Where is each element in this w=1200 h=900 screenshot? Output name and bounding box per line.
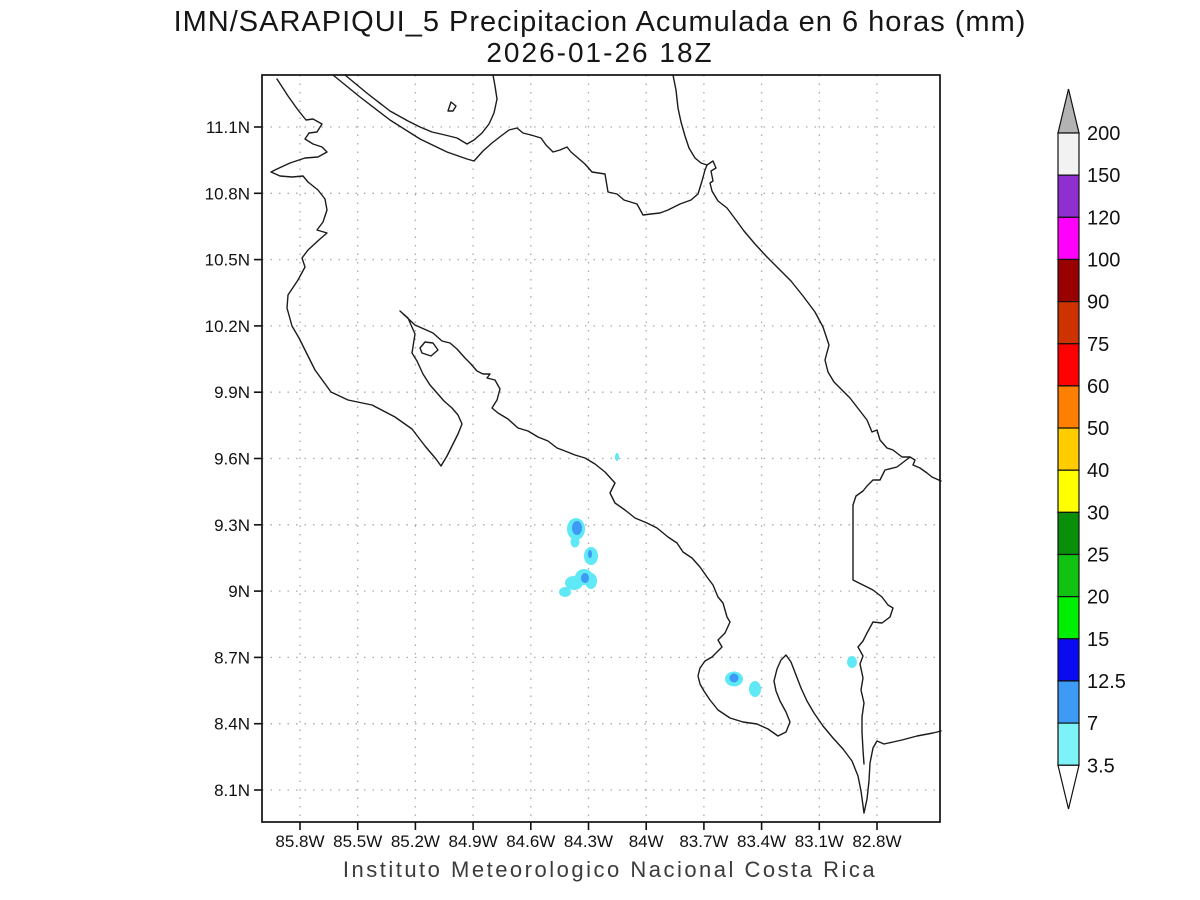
colorbar-tick-label: 30 xyxy=(1087,502,1109,524)
precip-cell-core xyxy=(581,573,589,583)
colorbar-tick-label: 3.5 xyxy=(1087,755,1115,777)
lon-tick-label: 84.6W xyxy=(506,832,555,851)
colorbar-tick-label: 150 xyxy=(1087,165,1120,187)
precip-cell xyxy=(570,536,580,548)
precip-cell xyxy=(749,681,761,697)
lon-tick-label: 84W xyxy=(629,832,664,851)
colorbar-segment xyxy=(1057,511,1080,556)
colorbar-tick-label: 50 xyxy=(1087,418,1109,440)
colorbar-segment xyxy=(1057,132,1080,176)
axis-labels: 85.8W 85.5W 85.2W 84.9W 84.6W 84.3W 84W 83.7W 83… xyxy=(205,118,902,851)
coastline-layer xyxy=(270,74,942,814)
lat-tick-label: 10.8N xyxy=(205,184,250,203)
precip-level-7 xyxy=(572,521,739,683)
page-title: IMN/SARAPIQUI_5 Precipitacion Acumulada … xyxy=(173,6,1027,38)
colorbar-tick-label: 20 xyxy=(1087,587,1109,609)
colorbar-tick-label: 25 xyxy=(1087,545,1109,567)
lon-tick-label: 85.8W xyxy=(275,832,324,851)
lon-tick-label: 83.7W xyxy=(679,832,728,851)
colorbar-segment xyxy=(1057,343,1080,387)
colorbar-bottom-arrow xyxy=(1057,764,1080,810)
precip-cell-core xyxy=(572,521,582,535)
colorbar-tick-label: 40 xyxy=(1087,460,1109,482)
colorbar-segment xyxy=(1057,427,1080,471)
colorbar-segment xyxy=(1057,174,1080,218)
precipitation-cells-layer xyxy=(559,453,857,697)
colorbar-segment xyxy=(1057,469,1080,513)
colorbar-segment xyxy=(1057,596,1080,640)
colorbar-tick-label: 12.5 xyxy=(1087,671,1126,693)
colorbar-segment xyxy=(1057,680,1080,724)
colorbar-tick-label: 200 xyxy=(1087,123,1120,145)
precip-cell-core xyxy=(729,673,739,683)
lat-tick-label: 8.1N xyxy=(214,781,250,800)
colorbar-tick-label: 100 xyxy=(1087,249,1120,271)
lat-tick-label: 9.3N xyxy=(214,516,250,535)
precip-cell xyxy=(565,576,583,590)
island-lake-nicaragua xyxy=(447,101,457,112)
border-panama xyxy=(852,456,911,765)
lon-tick-label: 82.8W xyxy=(852,832,901,851)
precip-cell xyxy=(615,453,619,461)
colorbar-segment xyxy=(1057,553,1080,598)
axis-ticks xyxy=(254,126,878,830)
colorbar-top-arrow xyxy=(1057,88,1080,134)
colorbar-segment xyxy=(1057,301,1080,345)
coastline-caribbean xyxy=(672,74,942,482)
lat-tick-label: 8.7N xyxy=(214,648,250,667)
colorbar-segment xyxy=(1057,638,1080,682)
lat-tick-label: 8.4N xyxy=(214,715,250,734)
lon-tick-label: 85.2W xyxy=(391,832,440,851)
lat-tick-label: 11.1N xyxy=(206,118,250,137)
lon-tick-label: 84.3W xyxy=(564,832,613,851)
lat-tick-label: 9.6N xyxy=(214,450,250,469)
colorbar-tick-label: 120 xyxy=(1087,207,1120,229)
map-frame xyxy=(261,74,941,823)
colorbar-tick-label: 7 xyxy=(1087,713,1098,735)
lat-tick-label: 10.5N xyxy=(205,251,250,270)
footer-caption: Instituto Meteorologico Nacional Costa R… xyxy=(342,857,878,882)
lat-tick-label: 9.9N xyxy=(214,383,250,402)
precip-cell xyxy=(847,656,857,668)
page-subtitle-datetime: 2026-01-26 18Z xyxy=(486,37,714,68)
border-nicaragua xyxy=(332,74,708,216)
colorbar: 200 150 120 100 90 75 60 50 40 30 25 20 15 12.5 7 3.5 xyxy=(1057,88,1126,810)
lon-tick-label: 83.1W xyxy=(795,832,844,851)
lake-nicaragua-shore xyxy=(344,74,498,145)
lon-tick-label: 85.5W xyxy=(333,832,382,851)
lat-tick-label: 9N xyxy=(228,582,250,601)
island-chira xyxy=(419,341,439,357)
precip-level-3.5 xyxy=(559,453,857,697)
colorbar-tick-label: 90 xyxy=(1087,292,1109,314)
colorbar-segment xyxy=(1057,258,1080,303)
coastline-pacific xyxy=(270,78,942,814)
lon-tick-label: 84.9W xyxy=(449,832,498,851)
precip-cell-core xyxy=(588,550,592,558)
lon-tick-label: 83.4W xyxy=(737,832,786,851)
colorbar-segment xyxy=(1057,722,1080,766)
colorbar-segment xyxy=(1057,216,1080,261)
colorbar-tick-label: 15 xyxy=(1087,629,1109,651)
colorbar-tick-label: 75 xyxy=(1087,334,1109,356)
precip-cell xyxy=(559,587,571,597)
graticule-grid xyxy=(262,75,940,822)
colorbar-segment xyxy=(1057,385,1080,429)
lat-tick-label: 10.2N xyxy=(205,317,250,336)
colorbar-tick-label: 60 xyxy=(1087,376,1109,398)
